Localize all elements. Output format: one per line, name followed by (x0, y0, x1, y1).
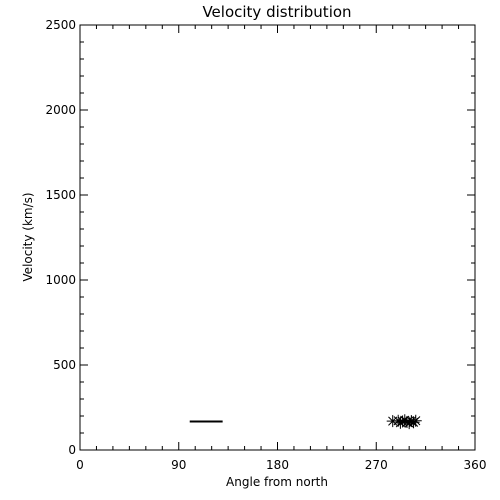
axis-tick-labels: 0 90 180 270 360 0 500 1000 1500 2000 2500 (45, 18, 486, 472)
data-marks (189, 414, 422, 430)
axis-ticks (79, 24, 476, 451)
x-axis-title: Angle from north (226, 475, 328, 489)
plot-frame (79, 24, 476, 451)
y-tick-label: 0 (68, 443, 76, 457)
asterisk-point (409, 414, 422, 427)
y-tick-label: 1000 (45, 273, 76, 287)
asterisk-stroke (411, 416, 421, 426)
y-axis-title: Velocity (km/s) (21, 192, 35, 281)
y-tick-label: 1500 (45, 188, 76, 202)
x-tick-label: 180 (266, 458, 289, 472)
x-tick-label: 90 (171, 458, 186, 472)
chart-title: Velocity distribution (202, 3, 351, 21)
y-tick-label: 2500 (45, 18, 76, 32)
x-tick-label: 270 (365, 458, 388, 472)
y-tick-label: 500 (53, 358, 76, 372)
asterisk-stroke (397, 416, 408, 427)
x-tick-label: 0 (76, 458, 84, 472)
y-tick-label: 2000 (45, 103, 76, 117)
x-tick-label: 360 (464, 458, 487, 472)
